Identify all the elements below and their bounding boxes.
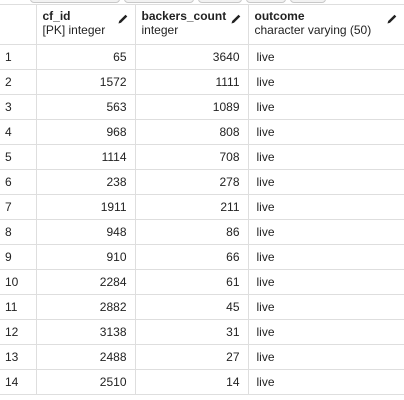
cell-backers-count[interactable]: 278: [134, 169, 249, 195]
cell-outcome[interactable]: live: [247, 144, 404, 170]
cell-backers-count[interactable]: 61: [134, 269, 249, 295]
row-number[interactable]: 7: [0, 194, 37, 220]
row-number[interactable]: 14: [0, 369, 37, 395]
cell-cf-id[interactable]: 948: [35, 219, 136, 245]
row-number[interactable]: 2: [0, 69, 37, 95]
tab-stub[interactable]: [198, 0, 242, 3]
cell-cf-id[interactable]: 2488: [35, 344, 136, 370]
cell-cf-id[interactable]: 65: [35, 44, 136, 70]
pencil-icon[interactable]: [117, 13, 129, 25]
table-row[interactable]: 7 1911 211 live: [0, 194, 404, 220]
cell-backers-count[interactable]: 1111: [134, 69, 249, 95]
cell-cf-id[interactable]: 910: [35, 244, 136, 270]
tab-stub[interactable]: [30, 0, 120, 3]
cell-backers-count[interactable]: 3640: [134, 44, 249, 70]
cell-cf-id[interactable]: 968: [35, 119, 136, 145]
cell-cf-id[interactable]: 1911: [35, 194, 136, 220]
table-row[interactable]: 2 1572 1111 live: [0, 69, 404, 95]
column-name: outcome: [254, 9, 305, 23]
cell-outcome[interactable]: live: [247, 319, 404, 345]
cell-outcome[interactable]: live: [247, 294, 404, 320]
row-number[interactable]: 12: [0, 319, 37, 345]
column-type: integer: [141, 23, 179, 37]
table-row[interactable]: 3 563 1089 live: [0, 94, 404, 120]
cell-backers-count[interactable]: 27: [134, 344, 249, 370]
cell-cf-id[interactable]: 2510: [35, 369, 136, 395]
cell-backers-count[interactable]: 1089: [134, 94, 249, 120]
cell-outcome[interactable]: live: [247, 69, 404, 95]
table-row[interactable]: 5 1114 708 live: [0, 144, 404, 170]
tab-strip: [0, 0, 404, 4]
column-header-cf-id[interactable]: cf_id [PK] integer: [35, 4, 136, 45]
cell-outcome[interactable]: live: [247, 219, 404, 245]
column-name: backers_count: [141, 9, 227, 23]
cell-backers-count[interactable]: 86: [134, 219, 249, 245]
cell-outcome[interactable]: live: [247, 244, 404, 270]
cell-cf-id[interactable]: 2284: [35, 269, 136, 295]
cell-backers-count[interactable]: 14: [134, 369, 249, 395]
cell-cf-id[interactable]: 1114: [35, 144, 136, 170]
row-number[interactable]: 10: [0, 269, 37, 295]
cell-outcome[interactable]: live: [247, 344, 404, 370]
table-row[interactable]: 10 2284 61 live: [0, 269, 404, 295]
cell-cf-id[interactable]: 563: [35, 94, 136, 120]
data-grid: cf_id [PK] integer backers_count integer…: [0, 4, 404, 395]
table-row[interactable]: 14 2510 14 live: [0, 369, 404, 395]
cell-backers-count[interactable]: 31: [134, 319, 249, 345]
tab-stub[interactable]: [290, 0, 326, 3]
column-name: cf_id: [42, 9, 71, 23]
table-row[interactable]: 4 968 808 live: [0, 119, 404, 145]
cell-backers-count[interactable]: 808: [134, 119, 249, 145]
tab-stub[interactable]: [124, 0, 194, 3]
column-type: character varying (50): [254, 23, 372, 37]
row-number[interactable]: 9: [0, 244, 37, 270]
row-number-header[interactable]: [0, 4, 37, 45]
cell-backers-count[interactable]: 708: [134, 144, 249, 170]
cell-outcome[interactable]: live: [247, 194, 404, 220]
table-row[interactable]: 12 3138 31 live: [0, 319, 404, 345]
table-row[interactable]: 9 910 66 live: [0, 244, 404, 270]
cell-outcome[interactable]: live: [247, 369, 404, 395]
cell-cf-id[interactable]: 2882: [35, 294, 136, 320]
cell-backers-count[interactable]: 45: [134, 294, 249, 320]
pencil-icon[interactable]: [386, 13, 398, 25]
row-number[interactable]: 6: [0, 169, 37, 195]
row-number[interactable]: 4: [0, 119, 37, 145]
cell-backers-count[interactable]: 211: [134, 194, 249, 220]
pencil-icon[interactable]: [230, 13, 242, 25]
tab-stub[interactable]: [246, 0, 286, 3]
table-row[interactable]: 11 2882 45 live: [0, 294, 404, 320]
row-number[interactable]: 3: [0, 94, 37, 120]
cell-cf-id[interactable]: 238: [35, 169, 136, 195]
table-row[interactable]: 13 2488 27 live: [0, 344, 404, 370]
cell-outcome[interactable]: live: [247, 269, 404, 295]
column-header-outcome[interactable]: outcome character varying (50): [247, 4, 404, 45]
cell-cf-id[interactable]: 3138: [35, 319, 136, 345]
cell-cf-id[interactable]: 1572: [35, 69, 136, 95]
cell-outcome[interactable]: live: [247, 94, 404, 120]
row-number[interactable]: 5: [0, 144, 37, 170]
row-number[interactable]: 11: [0, 294, 37, 320]
cell-backers-count[interactable]: 66: [134, 244, 249, 270]
cell-outcome[interactable]: live: [247, 44, 404, 70]
row-number[interactable]: 1: [0, 44, 37, 70]
cell-outcome[interactable]: live: [247, 169, 404, 195]
table-row[interactable]: 6 238 278 live: [0, 169, 404, 195]
column-header-backers-count[interactable]: backers_count integer: [134, 4, 249, 45]
header-row: cf_id [PK] integer backers_count integer…: [0, 4, 404, 45]
column-type: [PK] integer: [42, 23, 106, 37]
cell-outcome[interactable]: live: [247, 119, 404, 145]
table-row[interactable]: 8 948 86 live: [0, 219, 404, 245]
row-number[interactable]: 8: [0, 219, 37, 245]
row-number[interactable]: 13: [0, 344, 37, 370]
table-row[interactable]: 1 65 3640 live: [0, 44, 404, 70]
